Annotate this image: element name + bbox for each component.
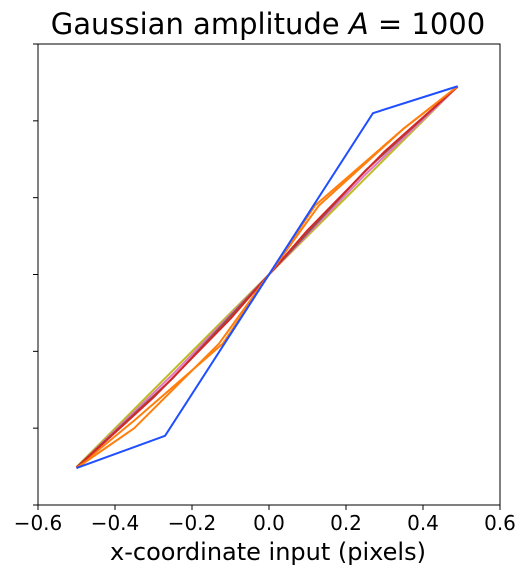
title-suffix: = 1000 — [369, 7, 486, 41]
x-tick-label: −0.2 — [168, 511, 217, 535]
x-tick-label: 0.0 — [253, 511, 285, 535]
series-line-6 — [76, 85, 458, 470]
x-tick-label: 0.4 — [407, 511, 439, 535]
x-axis: −0.6 −0.4 −0.2 0.0 0.2 0.4 0.6 — [14, 505, 516, 535]
x-tick-label: 0.6 — [484, 511, 516, 535]
series-layer — [75, 85, 459, 470]
chart-title: Gaussian amplitude A = 1000 — [51, 7, 485, 41]
x-tick-label: −0.6 — [14, 511, 63, 535]
title-variable: A — [347, 7, 369, 41]
x-tick-label: 0.2 — [330, 511, 362, 535]
x-axis-label: x-coordinate input (pixels) — [110, 538, 426, 566]
y-axis — [33, 43, 38, 506]
x-tick-label: −0.4 — [91, 511, 140, 535]
title-prefix: Gaussian amplitude — [51, 7, 349, 41]
